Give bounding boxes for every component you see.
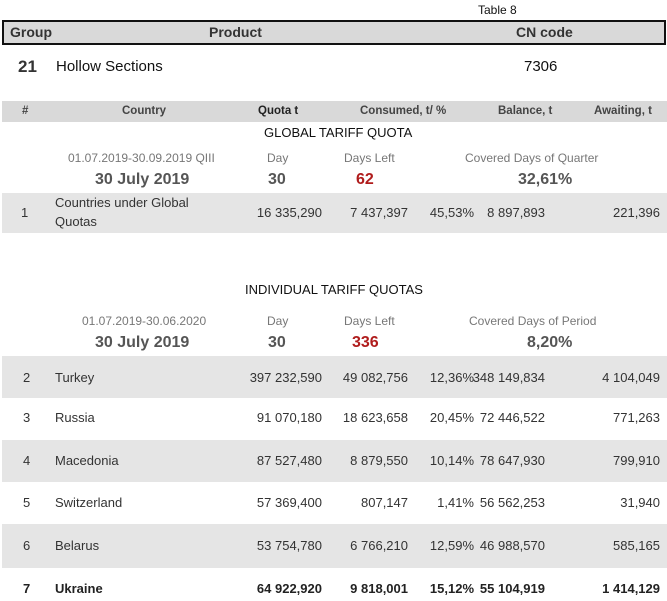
individual-covered-label: Covered Days of Period: [469, 314, 597, 328]
row-pct: 15,12%: [429, 581, 474, 596]
group-header: Group Product CN code: [2, 20, 666, 45]
row-awaiting: 31,940: [620, 495, 660, 510]
row-balance: 55 104,919: [479, 581, 545, 596]
col-balance: Balance, t: [498, 105, 553, 117]
row-balance: 72 446,522: [479, 410, 545, 425]
cn-code: 7306: [524, 58, 558, 75]
table-row: 3 Russia 91 070,180 18 623,658 20,45% 72…: [2, 398, 667, 440]
global-section-title: GLOBAL TARIFF QUOTA: [264, 125, 413, 140]
row-num: 1: [21, 205, 29, 220]
product-header-label: Product: [209, 24, 262, 40]
row-country: Turkey: [55, 370, 95, 385]
row-quota: 57 369,400: [256, 495, 322, 510]
row-pct: 12,59%: [429, 538, 474, 553]
row-num: 5: [23, 495, 31, 510]
individual-days-left: 336: [352, 334, 379, 351]
individual-section-title: INDIVIDUAL TARIFF QUOTAS: [245, 282, 423, 297]
global-day-label: Day: [267, 151, 289, 165]
row-pct: 10,14%: [429, 453, 474, 468]
row-awaiting: 585,165: [613, 538, 660, 553]
row-country: Macedonia: [55, 453, 119, 468]
row-balance: 348 149,834: [472, 370, 545, 385]
row-country-line1: Countries under Global: [55, 195, 189, 210]
row-num: 4: [23, 453, 31, 468]
row-country: Belarus: [55, 538, 100, 553]
row-awaiting: 771,263: [613, 410, 660, 425]
group-row: 21 Hollow Sections 7306: [0, 55, 667, 79]
global-days-left-label: Days Left: [344, 151, 395, 165]
row-balance: 56 562,253: [479, 495, 545, 510]
row-awaiting: 799,910: [613, 453, 660, 468]
table-row: 4 Macedonia 87 527,480 8 879,550 10,14% …: [2, 440, 667, 482]
row-balance: 46 988,570: [479, 538, 545, 553]
table-label: Table 8: [478, 3, 517, 17]
global-covered-label: Covered Days of Quarter: [465, 151, 599, 165]
table-row: 5 Switzerland 57 369,400 807,147 1,41% 5…: [2, 482, 667, 524]
row-consumed: 49 082,756: [342, 370, 408, 385]
col-num: #: [22, 105, 29, 117]
col-consumed: Consumed, t/ %: [360, 105, 447, 117]
global-days-left: 62: [356, 171, 374, 188]
row-quota: 91 070,180: [256, 410, 322, 425]
row-pct: 1,41%: [437, 495, 474, 510]
row-balance: 8 897,893: [487, 205, 545, 220]
row-consumed: 6 766,210: [350, 538, 408, 553]
row-quota: 397 232,590: [249, 370, 322, 385]
individual-day: 30: [268, 334, 286, 351]
row-awaiting: 4 104,049: [602, 370, 660, 385]
global-date: 30 July 2019: [95, 171, 190, 188]
row-num: 3: [23, 410, 31, 425]
row-quota: 16 335,290: [256, 205, 322, 220]
individual-covered: 8,20%: [527, 334, 573, 351]
row-awaiting: 221,396: [613, 205, 660, 220]
row-country-line2: Quotas: [55, 214, 97, 229]
global-day: 30: [268, 171, 286, 188]
cn-code-header-label: CN code: [516, 24, 573, 40]
row-num: 6: [23, 538, 31, 553]
row-country: Russia: [55, 410, 95, 425]
individual-day-label: Day: [267, 314, 289, 328]
row-country: Ukraine: [55, 581, 103, 596]
col-quota: Quota t: [258, 105, 299, 117]
product-name: Hollow Sections: [56, 58, 163, 75]
row-num: 7: [23, 581, 31, 596]
row-country: Switzerland: [55, 495, 123, 510]
row-num: 2: [23, 370, 31, 385]
individual-date: 30 July 2019: [95, 334, 190, 351]
group-id: 21: [18, 57, 37, 76]
row-consumed: 9 818,001: [350, 581, 408, 596]
individual-period: 01.07.2019-30.06.2020: [82, 314, 207, 328]
individual-days-left-label: Days Left: [344, 314, 395, 328]
row-awaiting: 1 414,129: [602, 581, 660, 596]
table-row: 2 Turkey 397 232,590 49 082,756 12,36% 3…: [2, 356, 667, 398]
row-balance: 78 647,930: [479, 453, 545, 468]
global-covered: 32,61%: [518, 171, 573, 188]
table-row: 6 Belarus 53 754,780 6 766,210 12,59% 46…: [2, 524, 667, 568]
row-pct: 45,53%: [429, 205, 474, 220]
row-quota: 87 527,480: [256, 453, 322, 468]
row-consumed: 807,147: [361, 495, 408, 510]
global-period: 01.07.2019-30.09.2019 QIII: [68, 151, 215, 165]
table-row: 7 Ukraine 64 922,920 9 818,001 15,12% 55…: [2, 568, 667, 601]
row-quota: 53 754,780: [256, 538, 322, 553]
row-quota: 64 922,920: [256, 581, 322, 596]
group-header-label: Group: [10, 24, 52, 40]
row-consumed: 7 437,397: [350, 205, 408, 220]
table-row: 1 Countries under Global Quotas 16 335,2…: [2, 193, 667, 233]
row-consumed: 18 623,658: [342, 410, 408, 425]
row-pct: 20,45%: [429, 410, 474, 425]
column-header-row: # Country Quota t Consumed, t/ % Balance…: [2, 101, 667, 122]
col-awaiting: Awaiting, t: [594, 105, 652, 117]
row-consumed: 8 879,550: [350, 453, 408, 468]
col-country: Country: [122, 105, 167, 117]
row-pct: 12,36%: [429, 370, 474, 385]
